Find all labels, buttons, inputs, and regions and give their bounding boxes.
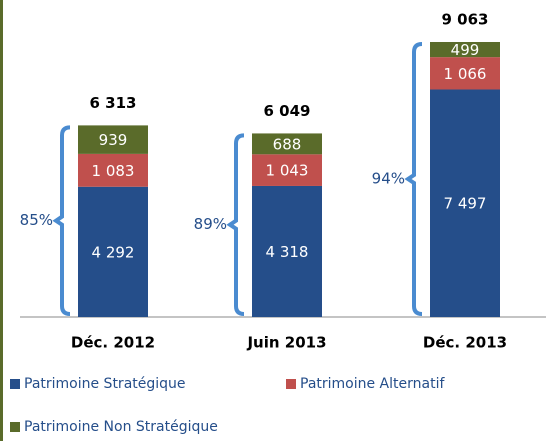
x-tick-label: Déc. 2012 — [71, 334, 155, 352]
value-label: 4 318 — [266, 243, 309, 261]
bracket — [404, 42, 423, 316]
value-label: 499 — [451, 41, 480, 59]
bar-segment — [430, 89, 500, 317]
bracket-label: 89% — [194, 215, 227, 233]
value-label: 7 497 — [444, 195, 487, 213]
legend-swatch — [286, 379, 296, 389]
value-label: 688 — [273, 135, 302, 153]
side-strip — [0, 0, 3, 441]
total-label: 6 049 — [264, 102, 311, 120]
bar-segment — [430, 42, 500, 58]
legend-label: Patrimoine Non Stratégique — [24, 419, 218, 435]
total-label: 6 313 — [90, 94, 137, 112]
legend-label: Patrimoine Stratégique — [24, 376, 186, 392]
value-label: 939 — [99, 131, 128, 149]
bracket-label: 94% — [372, 170, 405, 188]
legend-swatch — [10, 422, 20, 432]
bar-segment — [252, 185, 322, 317]
total-label: 9 063 — [442, 11, 489, 29]
legend-swatch — [10, 379, 20, 389]
bracket — [226, 133, 245, 316]
value-label: 1 083 — [92, 162, 135, 180]
x-tick-label: Déc. 2013 — [423, 334, 507, 352]
x-tick-label: Juin 2013 — [246, 334, 326, 352]
bracket-label: 85% — [20, 211, 53, 229]
value-label: 1 066 — [444, 65, 487, 83]
bar-segment — [430, 57, 500, 90]
value-label: 1 043 — [266, 162, 309, 180]
bracket — [52, 125, 71, 316]
value-label: 4 292 — [92, 243, 135, 261]
bar-segment — [252, 133, 322, 155]
legend-label: Patrimoine Alternatif — [300, 376, 445, 392]
bar-segment — [252, 154, 322, 186]
bar-segment — [78, 153, 148, 187]
bar-segment — [78, 125, 148, 154]
bar-segment — [78, 186, 148, 317]
